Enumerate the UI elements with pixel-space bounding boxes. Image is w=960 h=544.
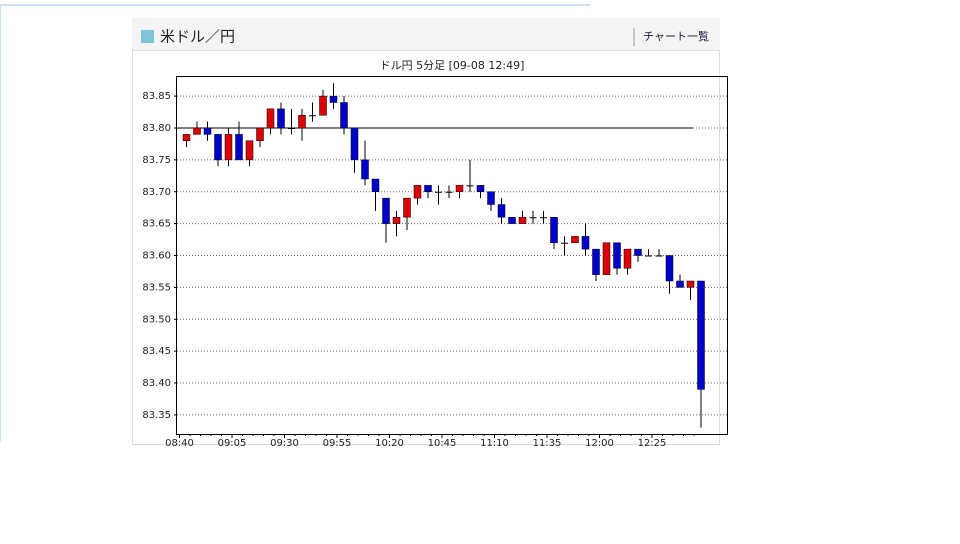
candle-body [403, 197, 411, 218]
y-tick-label: 83.65 [142, 219, 171, 230]
x-tick-label: 09:55 [323, 438, 352, 449]
candle-body [602, 242, 611, 275]
candle-body [518, 217, 527, 224]
x-tick-label: 12:00 [585, 438, 614, 449]
candle-body [540, 217, 547, 219]
candle-body [193, 127, 201, 135]
candle-body [529, 217, 537, 219]
candle-body [424, 185, 432, 192]
chart-list-link[interactable]: チャート一覧 [643, 29, 709, 43]
header-title: 米ドル／円 [160, 28, 235, 46]
x-tick-label: 10:20 [375, 438, 404, 449]
candle-body [686, 280, 695, 288]
candle-body [224, 134, 233, 161]
x-tick-label: 12:25 [638, 438, 667, 449]
candle-body [256, 127, 264, 141]
candle-body [466, 185, 474, 187]
y-tick-label: 83.80 [142, 123, 171, 134]
candle-body [676, 280, 684, 288]
candle-body [445, 191, 453, 193]
candle-body [203, 127, 212, 135]
candle-body [392, 217, 401, 224]
candle-body [697, 280, 705, 390]
candle-body [382, 197, 390, 224]
candle-body [329, 95, 338, 103]
candle-body [435, 191, 442, 193]
candle-body [371, 178, 380, 192]
candle-body [245, 140, 254, 161]
chart-panel [132, 50, 720, 445]
candle-body [550, 217, 558, 243]
y-tick-label: 83.55 [142, 282, 171, 293]
candle-body [571, 236, 579, 243]
y-tick-label: 83.75 [142, 155, 171, 166]
candle-body [476, 185, 485, 192]
candle-body [288, 128, 295, 129]
candle-body [277, 108, 285, 129]
candle-body [613, 242, 621, 269]
candle-body [581, 236, 590, 250]
x-tick-label: 09:30 [270, 438, 299, 449]
header-icon [141, 30, 154, 43]
candle-body [634, 248, 642, 256]
y-tick-label: 83.40 [142, 378, 171, 389]
candle-body [455, 185, 464, 192]
y-tick-label: 83.60 [142, 251, 171, 262]
candle-body [319, 95, 327, 116]
y-tick-label: 83.45 [142, 346, 171, 357]
candle-body [350, 127, 359, 161]
candle-body [235, 134, 243, 161]
candle-body [508, 217, 516, 224]
candle-body [561, 242, 568, 244]
candle-body [487, 191, 495, 205]
candle-body [266, 108, 275, 129]
candle-body [361, 159, 369, 180]
candle-body [592, 248, 600, 275]
x-tick-label: 11:35 [533, 438, 562, 449]
candle-body [413, 185, 422, 199]
y-tick-label: 83.50 [142, 314, 171, 325]
candle-body [182, 134, 191, 141]
x-tick-label: 10:45 [428, 438, 457, 449]
x-tick-label: 09:05 [218, 438, 247, 449]
chart-title: ドル円 5分足 [09-08 12:49] [380, 59, 525, 72]
header-bar [132, 18, 720, 50]
x-tick-label: 11:10 [480, 438, 509, 449]
candle-body [665, 255, 674, 282]
y-tick-label: 83.85 [142, 91, 171, 102]
y-tick-label: 83.35 [142, 410, 171, 421]
x-tick-label: 08:40 [165, 438, 194, 449]
candle-body [497, 204, 506, 218]
candle-body [623, 248, 632, 269]
y-tick-label: 83.70 [142, 187, 171, 198]
candle-body [214, 134, 222, 161]
candle-body [298, 115, 306, 129]
candle-body [309, 115, 316, 117]
candle-body [645, 255, 652, 257]
candle-body [655, 255, 663, 257]
candle-body [340, 102, 348, 129]
